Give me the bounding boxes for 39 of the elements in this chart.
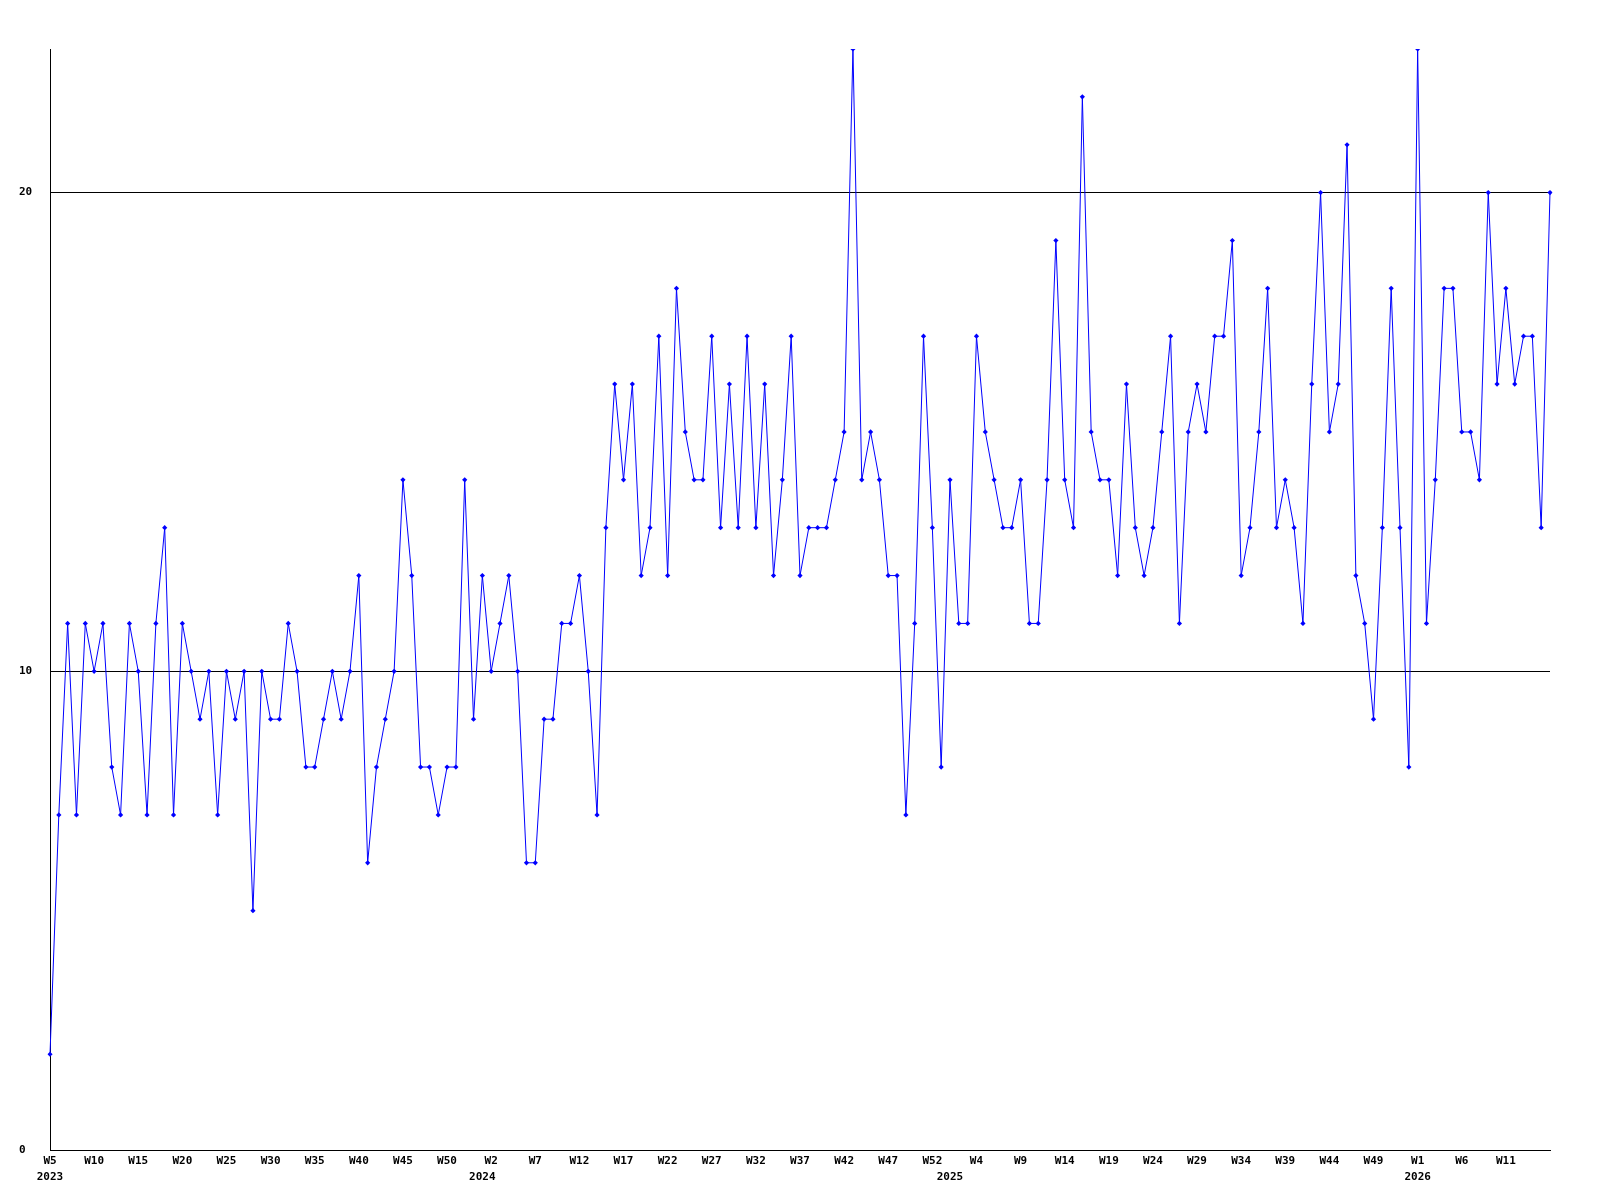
x-tick-label: W11 bbox=[1495, 1153, 1517, 1167]
x-tick-label: W29 bbox=[1187, 1153, 1207, 1167]
x-tick-label: W50 bbox=[437, 1153, 457, 1167]
x-tick-label: W12 bbox=[569, 1153, 590, 1167]
x-tick-label: W27 bbox=[701, 1153, 722, 1167]
x-tick-label: W45 bbox=[393, 1153, 413, 1167]
x-tick-label: W39 bbox=[1275, 1153, 1296, 1167]
y-tick-label: 10 bbox=[19, 664, 33, 678]
x-tick-label: W2 bbox=[484, 1153, 498, 1167]
x-tick-label: W7 bbox=[528, 1153, 542, 1167]
x-tick-label: W22 bbox=[657, 1153, 678, 1167]
x-tick-label: W32 bbox=[745, 1153, 766, 1167]
x-tick-label: 2024 bbox=[469, 1169, 496, 1183]
x-tick-label: W34 bbox=[1231, 1153, 1252, 1167]
x-tick-label: W4 bbox=[969, 1153, 984, 1167]
y-tick-label: 0 bbox=[19, 1142, 26, 1156]
x-tick-label: W47 bbox=[878, 1153, 899, 1167]
x-tick-label: W15 bbox=[128, 1153, 149, 1167]
x-tick-label: W1 2026 bbox=[1404, 1153, 1432, 1183]
x-tick-label: W14 bbox=[1054, 1153, 1076, 1167]
x-tick-label: W37 bbox=[790, 1153, 810, 1167]
x-tick-label: W19 bbox=[1098, 1153, 1119, 1167]
x-tick-label: W20 bbox=[172, 1153, 193, 1167]
x-tick-label: W35 bbox=[304, 1153, 325, 1167]
x-tick-label: W30 bbox=[260, 1153, 281, 1167]
x-tick-label: W17 bbox=[613, 1153, 634, 1167]
x-tick-label: W10 bbox=[84, 1153, 105, 1167]
x-tick-label: W9 bbox=[1013, 1153, 1028, 1167]
x-tick-label: W44 bbox=[1319, 1153, 1340, 1167]
x-tick-label: W25 bbox=[216, 1153, 237, 1167]
x-tick-label: W6 bbox=[1455, 1153, 1469, 1167]
y-tick-label: 20 bbox=[19, 185, 33, 199]
x-tick-label: W40 bbox=[348, 1153, 369, 1167]
x-tick-label: 2025 bbox=[936, 1169, 964, 1183]
x-tick-label: W5 2023 bbox=[36, 1153, 64, 1183]
x-tick-label: W24 bbox=[1143, 1153, 1164, 1167]
x-tick-label: W52 bbox=[922, 1153, 943, 1167]
x-tick-label: W49 bbox=[1363, 1153, 1384, 1167]
x-tick-label: W42 bbox=[834, 1153, 855, 1167]
